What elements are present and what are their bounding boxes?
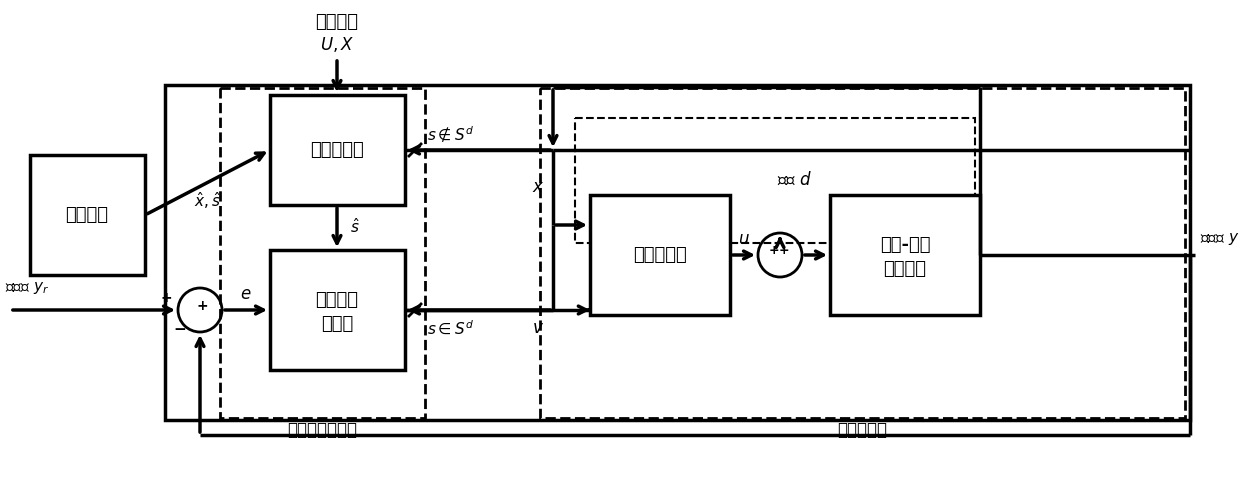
Text: $x$: $x$: [532, 178, 544, 196]
Bar: [165, 85, 1190, 420]
Text: +: +: [196, 299, 208, 313]
Text: 离散滑模: 离散滑模: [315, 291, 358, 309]
Text: 设定值 $y_r$: 设定值 $y_r$: [5, 280, 50, 296]
Text: 反馈线性化: 反馈线性化: [634, 246, 687, 264]
Text: $U, X$: $U, X$: [320, 34, 355, 54]
Bar: [219, 88, 425, 418]
Text: 预测模型: 预测模型: [66, 206, 109, 224]
Bar: [575, 118, 975, 243]
Text: +: +: [769, 243, 779, 257]
Text: 锅炉-汽机: 锅炉-汽机: [879, 236, 930, 254]
Text: $\hat{s}$: $\hat{s}$: [350, 217, 360, 237]
Text: $s \in S^d$: $s \in S^d$: [427, 319, 474, 337]
Bar: [830, 195, 980, 315]
Bar: [30, 155, 145, 275]
Text: $s \notin S^d$: $s \notin S^d$: [427, 124, 474, 144]
Bar: [539, 88, 1185, 418]
Text: $e$: $e$: [241, 285, 252, 303]
Text: +: +: [160, 291, 172, 305]
Text: 拟线性系统: 拟线性系统: [837, 421, 887, 439]
Text: 约束条件: 约束条件: [315, 13, 358, 31]
Text: +: +: [779, 243, 790, 257]
Text: 输出值 $y$: 输出值 $y$: [1200, 231, 1240, 247]
Text: 干扰 $d$: 干扰 $d$: [777, 171, 812, 189]
Text: 控制器: 控制器: [321, 315, 353, 333]
Text: $v$: $v$: [532, 319, 544, 337]
Text: 滚动优化器: 滚动优化器: [310, 141, 363, 159]
Bar: [270, 250, 405, 370]
Text: 滑模预测控制器: 滑模预测控制器: [286, 421, 357, 439]
Bar: [270, 95, 405, 205]
Text: $u$: $u$: [738, 230, 750, 248]
Text: −: −: [174, 323, 186, 337]
Text: 被控对象: 被控对象: [883, 260, 926, 278]
Bar: [590, 195, 730, 315]
Text: $\hat{x}, \hat{s}$: $\hat{x}, \hat{s}$: [193, 191, 221, 211]
